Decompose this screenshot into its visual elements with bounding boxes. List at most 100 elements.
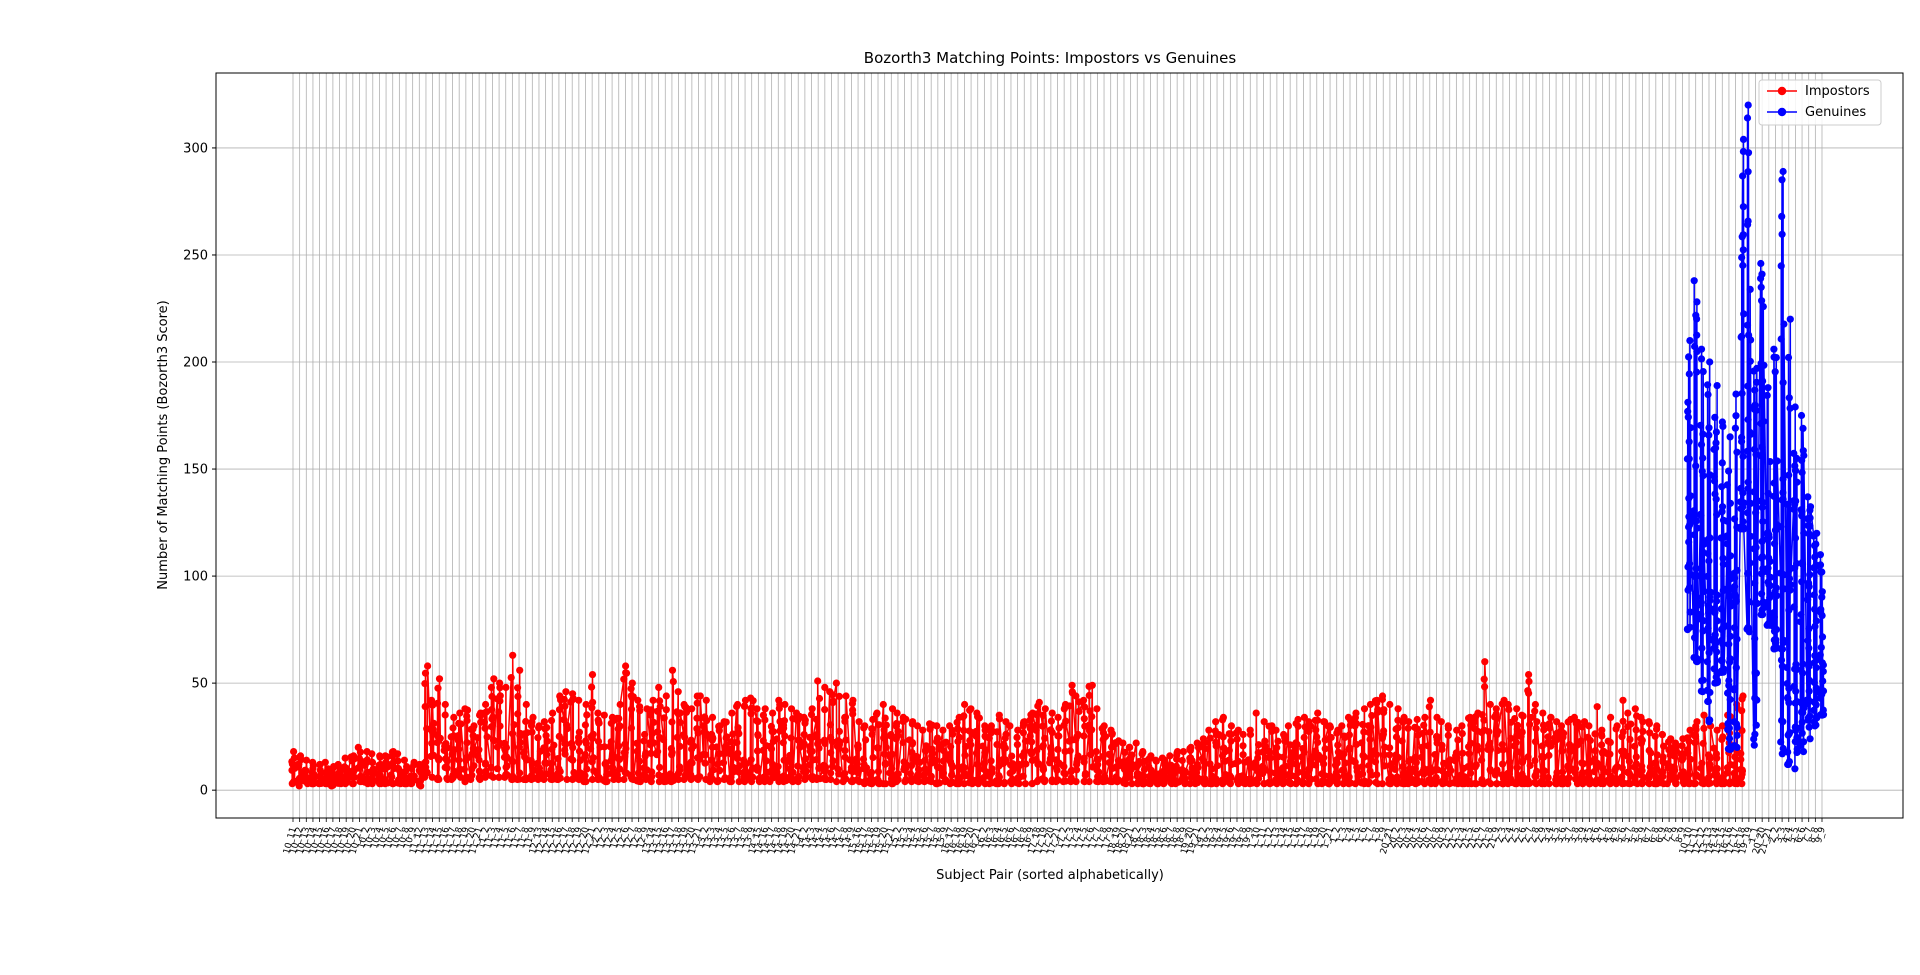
data-point	[736, 762, 744, 770]
data-point	[1531, 738, 1540, 746]
data-point	[1691, 779, 1699, 788]
data-point	[1819, 687, 1828, 695]
data-point	[455, 756, 463, 764]
data-point	[808, 747, 816, 755]
data-point	[1420, 721, 1428, 729]
data-point	[696, 692, 704, 700]
data-point	[787, 705, 796, 713]
data-point	[575, 728, 584, 736]
data-point	[1739, 135, 1748, 143]
data-point	[1731, 424, 1739, 432]
data-point	[949, 763, 957, 771]
data-point	[780, 724, 788, 732]
data-point	[1780, 636, 1788, 645]
data-point	[1745, 628, 1753, 636]
data-point	[1693, 572, 1701, 580]
data-point	[388, 773, 396, 781]
data-point	[1723, 540, 1731, 548]
data-point	[894, 727, 902, 735]
data-point	[1380, 706, 1388, 714]
data-point	[1565, 774, 1573, 782]
data-point	[794, 762, 802, 770]
data-point	[1481, 683, 1489, 691]
data-point	[933, 734, 942, 742]
data-point	[1625, 757, 1633, 766]
data-point	[841, 769, 849, 778]
data-point	[588, 704, 596, 712]
data-point	[1227, 773, 1235, 782]
data-point	[1591, 747, 1599, 755]
data-point	[1352, 719, 1360, 728]
data-point	[370, 766, 378, 774]
data-point	[1744, 101, 1752, 109]
data-point	[656, 702, 664, 711]
data-point	[1819, 677, 1827, 685]
data-point	[899, 738, 907, 747]
data-point	[1624, 709, 1632, 717]
data-point	[1172, 762, 1180, 770]
data-point	[893, 719, 901, 728]
data-point	[1752, 406, 1760, 414]
data-point	[1726, 433, 1734, 441]
data-point	[888, 705, 897, 713]
data-point	[1812, 540, 1820, 548]
data-point	[1094, 756, 1102, 764]
data-point	[1039, 765, 1048, 774]
data-point	[1485, 728, 1493, 736]
data-point	[1697, 421, 1705, 429]
data-point	[1080, 732, 1088, 740]
data-point	[507, 674, 515, 682]
data-point	[627, 705, 636, 713]
data-point	[509, 758, 517, 766]
data-point	[1068, 681, 1076, 689]
data-point	[1784, 353, 1793, 362]
data-point	[1706, 716, 1714, 724]
data-point	[1772, 584, 1780, 592]
data-point	[1212, 742, 1220, 750]
data-point	[1299, 778, 1307, 787]
data-point	[569, 695, 577, 703]
data-point	[734, 700, 742, 709]
data-point	[1525, 671, 1533, 679]
data-point	[1638, 780, 1646, 788]
data-point	[662, 692, 670, 700]
y-tick-label: 250	[183, 248, 208, 263]
data-point	[460, 765, 468, 773]
data-point	[1464, 763, 1472, 771]
data-point	[735, 730, 743, 738]
data-point	[1753, 378, 1761, 386]
data-point	[813, 730, 821, 739]
data-point	[1631, 705, 1639, 713]
data-point	[1073, 766, 1081, 774]
data-point	[1035, 698, 1043, 707]
data-point	[669, 678, 677, 686]
data-point	[1797, 611, 1805, 619]
data-point	[1791, 534, 1800, 542]
data-point	[1081, 769, 1089, 778]
data-point	[753, 766, 762, 774]
data-point	[1511, 715, 1519, 723]
data-point	[588, 775, 597, 784]
data-point	[516, 666, 524, 674]
data-point	[549, 709, 557, 717]
data-point	[1747, 336, 1755, 344]
data-point	[641, 730, 649, 739]
data-point	[1128, 780, 1136, 788]
data-point	[967, 741, 975, 749]
data-point	[1763, 391, 1771, 399]
data-point	[701, 759, 709, 767]
data-point	[1000, 778, 1009, 787]
data-point	[636, 778, 645, 786]
data-point	[1080, 758, 1088, 766]
data-point	[603, 763, 611, 772]
data-point	[1453, 754, 1461, 762]
data-point	[734, 724, 742, 732]
data-point	[1730, 624, 1739, 632]
data-point	[1531, 707, 1539, 715]
data-point	[1173, 748, 1182, 756]
data-point	[1062, 717, 1070, 725]
data-point	[562, 740, 570, 748]
data-point	[1785, 575, 1794, 583]
data-point	[814, 737, 823, 746]
data-point	[1619, 696, 1627, 704]
